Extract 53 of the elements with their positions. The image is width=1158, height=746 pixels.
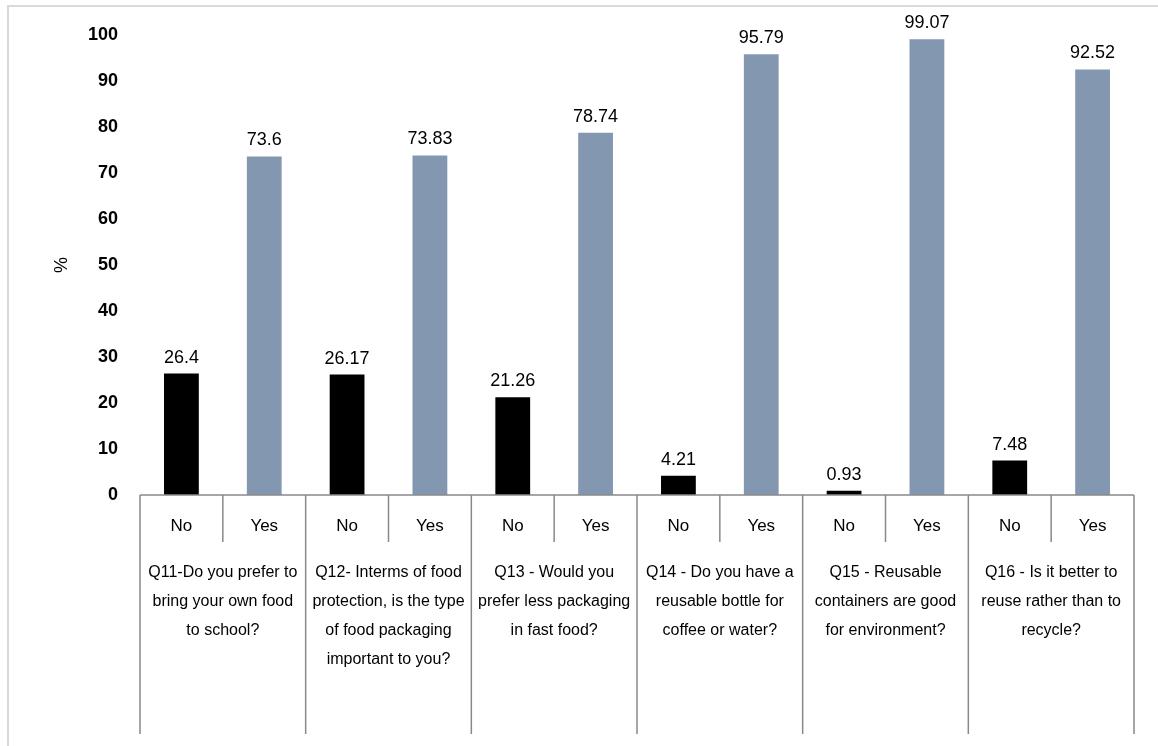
bar: [246, 156, 282, 495]
series-label: Yes: [250, 515, 279, 535]
data-label: 0.93: [826, 463, 862, 484]
y-tick-label: 100: [87, 23, 118, 44]
data-label: 4.21: [660, 448, 696, 469]
x-tick-label: Q12- Interms of food protection, is the type of food packaging important to you?: [312, 563, 465, 668]
bar: [164, 373, 199, 495]
y-tick-label: 30: [97, 345, 118, 366]
x-tick-label: Q16 - Is it better to reuse rather than to recycle?: [981, 563, 1122, 639]
y-tick-label: 40: [97, 299, 118, 320]
bar: [909, 39, 945, 495]
data-label: 26.17: [324, 347, 370, 368]
bar: [992, 460, 1028, 495]
text: No: [998, 515, 1021, 535]
text: Yes: [1078, 515, 1107, 535]
text: Yes: [416, 515, 444, 535]
series-label: No: [170, 515, 193, 535]
text: Yes: [581, 515, 610, 535]
text: No: [501, 515, 524, 535]
data-label: 73.6: [246, 129, 282, 150]
text: No: [336, 515, 358, 535]
text: No: [833, 515, 855, 535]
y-axis-title: %: [50, 256, 71, 274]
data-label: 99.07: [904, 12, 950, 33]
y-tick-label: 90: [97, 69, 118, 90]
bar: [743, 54, 779, 495]
data-label: 7.48: [992, 433, 1028, 454]
data-label: 21.26: [490, 370, 536, 391]
bar: [1075, 69, 1110, 495]
bar: [495, 397, 531, 495]
text: Yes: [913, 515, 941, 535]
y-tick-label: 10: [97, 437, 118, 458]
bar: [329, 374, 365, 495]
x-tick-label: Q11-Do you prefer to bring your own food to school?: [148, 563, 298, 639]
y-tick-label: 80: [97, 115, 118, 136]
x-tick-label: Q15 - Reusable containers are good for environment?: [814, 563, 957, 639]
data-label: 26.4: [163, 346, 199, 367]
text: No: [667, 515, 690, 535]
y-tick-label: 70: [97, 161, 118, 182]
data-label: 78.74: [573, 105, 619, 126]
y-tick-label: 50: [97, 253, 118, 274]
y-tick-label: 20: [97, 391, 118, 412]
data-label: 95.79: [738, 27, 784, 48]
data-label: 73.83: [407, 128, 453, 149]
bar: [412, 155, 448, 495]
x-tick-label: Q14 - Do you have a reusable bottle for coffee or water?: [646, 563, 794, 639]
data-label: 92.52: [1070, 42, 1116, 63]
y-tick-label: 60: [97, 207, 118, 228]
bar: [661, 475, 696, 495]
text: Yes: [747, 515, 776, 535]
y-tick-label: 0: [107, 483, 118, 504]
x-tick-label: Q13 - Would you prefer less packaging in fast food?: [478, 563, 631, 639]
bar: [578, 132, 613, 495]
